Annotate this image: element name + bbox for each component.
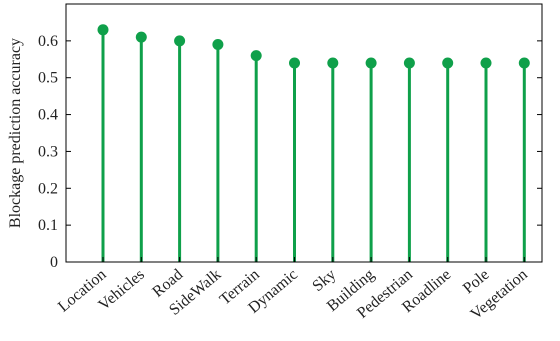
stem-marker-3 bbox=[212, 39, 224, 51]
stem-marker-2 bbox=[174, 35, 186, 47]
x-tick-label: Sky bbox=[309, 266, 339, 295]
stem-marker-11 bbox=[518, 57, 530, 69]
stem-marker-0 bbox=[97, 24, 109, 36]
stem-marker-10 bbox=[480, 57, 492, 69]
stems-group bbox=[101, 29, 526, 262]
stem-marker-4 bbox=[250, 50, 262, 62]
y-tick-label: 0.3 bbox=[38, 143, 58, 160]
y-tick-label: 0.4 bbox=[38, 107, 58, 124]
y-tick-label: 0.1 bbox=[38, 217, 58, 234]
y-tick-label: 0.6 bbox=[38, 33, 58, 50]
y-tick-label: 0.2 bbox=[38, 180, 58, 197]
y-tick-label: 0.5 bbox=[38, 70, 58, 87]
stem-marker-9 bbox=[442, 57, 454, 69]
y-axis-label: Blockage prediction accuracy bbox=[7, 38, 24, 228]
y-tick-label: 0 bbox=[50, 254, 58, 271]
y-axis: 0 0.1 0.2 0.3 0.4 0.5 0.6 bbox=[38, 33, 542, 271]
stem-marker-6 bbox=[327, 57, 339, 69]
markers-group bbox=[97, 24, 530, 69]
plot-frame bbox=[65, 3, 543, 263]
stem-marker-8 bbox=[403, 57, 415, 69]
stem-marker-1 bbox=[135, 31, 147, 43]
stem-marker-5 bbox=[289, 57, 300, 69]
stem-marker-7 bbox=[365, 57, 377, 69]
